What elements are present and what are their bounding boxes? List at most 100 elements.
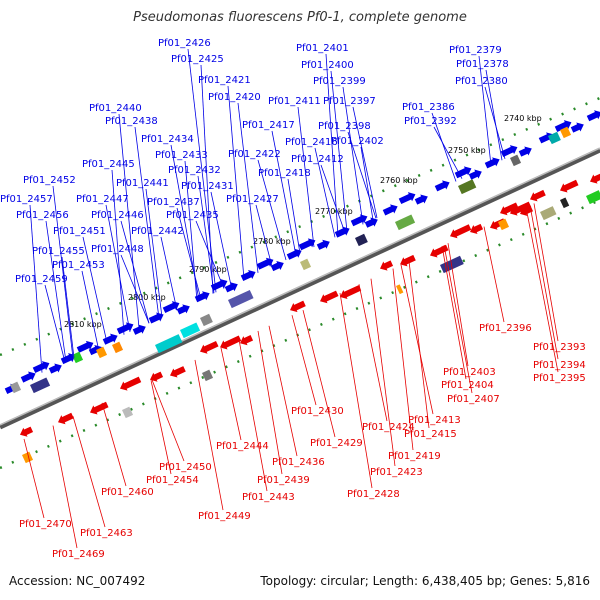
reverse-gene-label[interactable]: Pf01_2424 xyxy=(362,422,415,433)
reverse-gene-label[interactable]: Pf01_2419 xyxy=(388,451,441,462)
reverse-gene-arrow[interactable] xyxy=(448,222,472,240)
forward-gene-block[interactable] xyxy=(228,289,254,309)
forward-gene-label[interactable]: Pf01_2401 xyxy=(296,43,349,54)
reverse-gene-block[interactable] xyxy=(121,406,134,419)
forward-gene-label[interactable]: Pf01_2434 xyxy=(141,134,194,145)
forward-gene-arrow[interactable] xyxy=(398,190,418,206)
reverse-gene-label[interactable]: Pf01_2436 xyxy=(272,457,325,468)
forward-gene-block[interactable] xyxy=(200,313,213,327)
forward-gene-arrow[interactable] xyxy=(298,236,318,252)
reverse-gene-label[interactable]: Pf01_2423 xyxy=(370,467,423,478)
forward-gene-label[interactable]: Pf01_2445 xyxy=(82,159,135,170)
forward-gene-label[interactable]: Pf01_2431 xyxy=(181,181,234,192)
forward-gene-label[interactable]: Pf01_2416 xyxy=(285,137,338,148)
reverse-gene-label[interactable]: Pf01_2449 xyxy=(198,511,251,522)
forward-gene-arrow[interactable] xyxy=(382,202,400,217)
reverse-gene-arrow[interactable] xyxy=(238,333,254,348)
forward-gene-label[interactable]: Pf01_2448 xyxy=(91,244,144,255)
forward-gene-block[interactable] xyxy=(95,346,108,359)
forward-gene-block[interactable] xyxy=(71,351,84,364)
reverse-gene-arrow[interactable] xyxy=(338,283,362,301)
forward-gene-arrow[interactable] xyxy=(454,164,474,180)
forward-gene-label[interactable]: Pf01_2432 xyxy=(168,165,221,176)
forward-gene-label[interactable]: Pf01_2452 xyxy=(23,175,76,186)
forward-gene-label[interactable]: Pf01_2457 xyxy=(0,194,53,205)
forward-gene-arrow[interactable] xyxy=(286,246,304,261)
forward-gene-arrow[interactable] xyxy=(434,178,452,193)
forward-gene-block[interactable] xyxy=(180,322,201,339)
reverse-gene-label[interactable]: Pf01_2443 xyxy=(242,492,295,503)
forward-gene-label[interactable]: Pf01_2386 xyxy=(402,102,455,113)
forward-gene-block[interactable] xyxy=(394,214,416,231)
forward-gene-arrow[interactable] xyxy=(224,280,240,295)
reverse-gene-arrow[interactable] xyxy=(498,201,519,218)
forward-gene-arrow[interactable] xyxy=(20,369,38,384)
reverse-gene-label[interactable]: Pf01_2394 xyxy=(533,360,586,371)
reverse-gene-arrow[interactable] xyxy=(508,200,532,218)
forward-gene-label[interactable]: Pf01_2437 xyxy=(147,197,200,208)
forward-gene-arrow[interactable] xyxy=(350,212,370,228)
forward-gene-block[interactable] xyxy=(355,233,368,247)
forward-gene-arrow[interactable] xyxy=(500,143,520,159)
forward-gene-label[interactable]: Pf01_2411 xyxy=(268,96,321,107)
reverse-gene-label[interactable]: Pf01_2407 xyxy=(447,394,500,405)
forward-gene-label[interactable]: Pf01_2399 xyxy=(313,76,366,87)
forward-gene-label[interactable]: Pf01_2418 xyxy=(258,168,311,179)
reverse-gene-arrow[interactable] xyxy=(468,222,484,237)
reverse-gene-block[interactable] xyxy=(497,218,510,231)
reverse-gene-arrow[interactable] xyxy=(318,289,339,306)
reverse-gene-arrow[interactable] xyxy=(428,243,449,260)
reverse-gene-arrow[interactable] xyxy=(198,339,219,356)
reverse-gene-arrow[interactable] xyxy=(118,375,142,393)
forward-gene-label[interactable]: Pf01_2378 xyxy=(456,59,509,70)
forward-gene-arrow[interactable] xyxy=(570,120,586,135)
forward-gene-arrow[interactable] xyxy=(554,118,574,134)
forward-gene-arrow[interactable] xyxy=(194,289,212,304)
forward-gene-arrow[interactable] xyxy=(518,144,534,159)
forward-gene-block[interactable] xyxy=(548,131,561,145)
reverse-gene-label[interactable]: Pf01_2396 xyxy=(479,323,532,334)
forward-gene-label[interactable]: Pf01_2421 xyxy=(198,75,251,86)
reverse-gene-arrow[interactable] xyxy=(88,400,109,417)
forward-gene-label[interactable]: Pf01_2427 xyxy=(226,194,279,205)
forward-gene-label[interactable]: Pf01_2442 xyxy=(131,226,184,237)
forward-gene-label[interactable]: Pf01_2440 xyxy=(89,103,142,114)
forward-gene-arrow[interactable] xyxy=(210,276,230,292)
forward-gene-arrow[interactable] xyxy=(48,361,64,376)
reverse-gene-arrow[interactable] xyxy=(378,259,394,274)
forward-gene-label[interactable]: Pf01_2398 xyxy=(318,121,371,132)
forward-gene-block[interactable] xyxy=(300,258,312,271)
forward-gene-arrow[interactable] xyxy=(334,224,352,239)
reverse-gene-label[interactable]: Pf01_2450 xyxy=(159,462,212,473)
forward-gene-block[interactable] xyxy=(112,341,124,354)
reverse-gene-label[interactable]: Pf01_2460 xyxy=(101,487,154,498)
forward-gene-arrow[interactable] xyxy=(586,108,600,123)
reverse-gene-arrow[interactable] xyxy=(398,253,417,269)
forward-gene-arrow[interactable] xyxy=(270,258,286,273)
reverse-gene-arrow[interactable] xyxy=(18,425,34,440)
forward-gene-label[interactable]: Pf01_2400 xyxy=(301,60,354,71)
forward-gene-label[interactable]: Pf01_2433 xyxy=(155,150,208,161)
reverse-gene-label[interactable]: Pf01_2430 xyxy=(291,406,344,417)
forward-gene-block[interactable] xyxy=(155,334,183,354)
forward-gene-label[interactable]: Pf01_2453 xyxy=(52,260,105,271)
forward-gene-label[interactable]: Pf01_2455 xyxy=(32,246,85,257)
forward-gene-label[interactable]: Pf01_2379 xyxy=(449,45,502,56)
forward-gene-block[interactable] xyxy=(560,126,572,139)
forward-gene-arrow[interactable] xyxy=(256,255,276,271)
forward-gene-label[interactable]: Pf01_2425 xyxy=(171,54,224,65)
reverse-gene-label[interactable]: Pf01_2469 xyxy=(52,549,105,560)
forward-gene-arrow[interactable] xyxy=(316,237,332,252)
reverse-gene-label[interactable]: Pf01_2429 xyxy=(310,438,363,449)
forward-gene-block[interactable] xyxy=(29,377,51,394)
forward-gene-label[interactable]: Pf01_2422 xyxy=(228,149,281,160)
forward-gene-label[interactable]: Pf01_2392 xyxy=(404,116,457,127)
reverse-gene-label[interactable]: Pf01_2428 xyxy=(347,489,400,500)
forward-gene-label[interactable]: Pf01_2438 xyxy=(105,116,158,127)
reverse-gene-label[interactable]: Pf01_2404 xyxy=(441,380,494,391)
reverse-gene-arrow[interactable] xyxy=(218,334,242,352)
reverse-gene-block[interactable] xyxy=(560,197,570,209)
reverse-gene-label[interactable]: Pf01_2413 xyxy=(408,415,461,426)
forward-gene-arrow[interactable] xyxy=(148,310,166,325)
forward-gene-label[interactable]: Pf01_2459 xyxy=(15,274,68,285)
